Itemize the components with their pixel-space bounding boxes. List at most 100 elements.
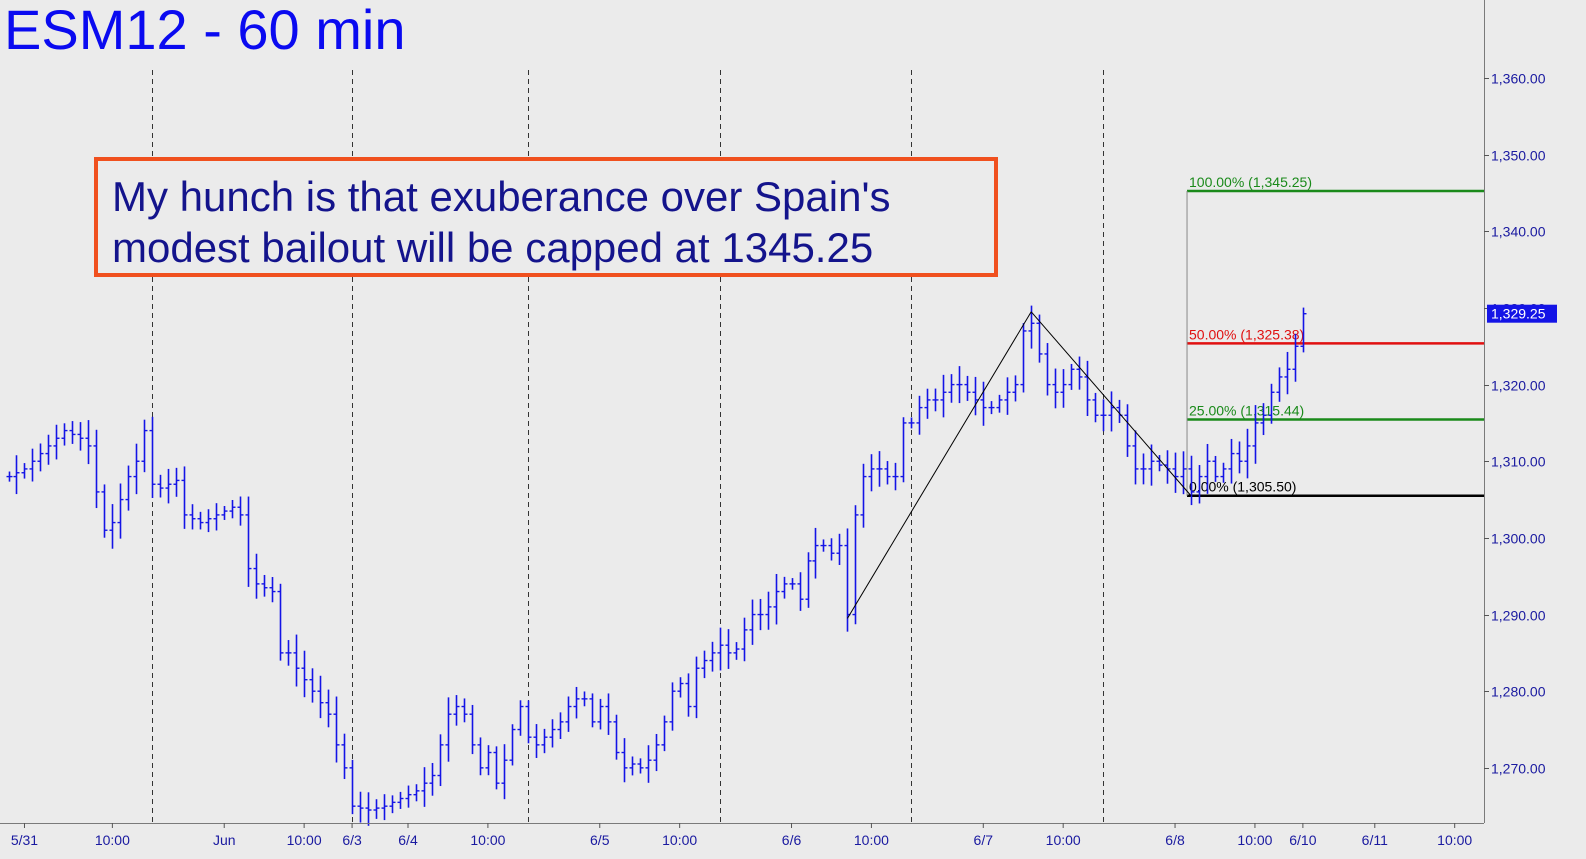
annotation-line-2: modest bailout will be capped at 1345.25 (112, 224, 874, 271)
ohlc-bar (405, 785, 412, 808)
ohlc-bar (844, 528, 851, 632)
ohlc-bar (621, 738, 628, 783)
fib-level-label: 100.00% (1,345.25) (1189, 174, 1312, 190)
ohlc-bar (1268, 383, 1275, 424)
ohlc-bar (900, 417, 907, 483)
ohlc-bar (1196, 465, 1203, 504)
ohlc-bar (980, 381, 987, 426)
ohlc-bar (1068, 363, 1075, 390)
price-bars (6, 305, 1307, 826)
ohlc-bar (37, 443, 44, 472)
ohlc-bar (509, 724, 516, 766)
y-tick-label: 1,270.00 (1491, 761, 1546, 777)
ohlc-bar (1124, 404, 1131, 457)
ohlc-bar (940, 374, 947, 418)
ohlc-bar (741, 617, 748, 662)
ohlc-bar (677, 677, 684, 698)
ohlc-bar (445, 697, 452, 762)
y-tick-label: 1,340.00 (1491, 224, 1546, 240)
ohlc-bar (1036, 314, 1043, 363)
ohlc-bar (421, 767, 428, 807)
ohlc-bar (1020, 323, 1027, 393)
ohlc-bar (453, 695, 460, 726)
ohlc-bar (109, 504, 116, 549)
ohlc-bar (301, 650, 308, 698)
ohlc-bar (557, 712, 564, 740)
ohlc-bar (429, 762, 436, 796)
ohlc-bar (253, 553, 260, 599)
ohlc-bar (309, 668, 316, 703)
ohlc-bar (1092, 392, 1099, 423)
ohlc-bar (781, 576, 788, 599)
ohlc-bar (1148, 444, 1155, 486)
x-tick-label: 6/4 (398, 832, 418, 848)
ohlc-bar (501, 744, 508, 800)
ohlc-bar (852, 505, 859, 625)
ohlc-bar (437, 734, 444, 787)
ohlc-bar (29, 448, 36, 482)
y-tick-label: 1,320.00 (1491, 378, 1546, 394)
ohlc-bar (1060, 369, 1067, 408)
x-tick-label: 10:00 (1437, 832, 1472, 848)
axes: 1,270.00 1,280.00 1,290.00 1,300.00 1,310.00… (0, 0, 1557, 848)
ohlc-bar (956, 366, 963, 404)
ohlc-bar (828, 538, 835, 561)
ohlc-bar (69, 421, 76, 444)
x-tick-label: 6/8 (1165, 832, 1185, 848)
ohlc-bar (549, 719, 556, 748)
ohlc-bar (1292, 333, 1299, 382)
ohlc-bar (1220, 462, 1227, 483)
ohlc-bar (261, 574, 268, 597)
ohlc-bar (1236, 441, 1243, 474)
ohlc-bar (477, 737, 484, 776)
fibonacci-levels: 100.00% (1,345.25) 50.00% (1,325.38) 25.00… (1186, 174, 1484, 497)
ohlc-bar (1172, 452, 1179, 493)
ohlc-bar (725, 629, 732, 669)
ohlc-bar (61, 423, 68, 446)
ohlc-bar (197, 511, 204, 530)
fib-level-label: 0.00% (1,305.50) (1189, 479, 1296, 495)
ohlc-bar (341, 733, 348, 780)
ohlc-bar (892, 462, 899, 491)
ohlc-bar (685, 673, 692, 717)
ohlc-bar (797, 572, 804, 611)
last-price-tag (1487, 304, 1557, 323)
x-tick-label: 10:00 (95, 832, 130, 848)
pattern-line (847, 311, 1032, 619)
ohlc-bar (125, 465, 132, 511)
ohlc-bar (85, 420, 92, 465)
ohlc-bar (221, 506, 228, 520)
ohlc-bar (117, 483, 124, 539)
x-tick-label: 10:00 (470, 832, 505, 848)
x-tick-label: 6/11 (1362, 832, 1388, 848)
ohlc-bar (1012, 375, 1019, 402)
ohlc-bar (357, 791, 364, 823)
ohlc-bar (13, 455, 20, 495)
x-tick-label: 6/10 (1289, 832, 1316, 848)
ohlc-bar (6, 471, 13, 482)
ohlc-bar (1100, 399, 1107, 432)
ohlc-bar (876, 451, 883, 487)
ohlc-bar (1108, 391, 1115, 432)
ohlc-bar (349, 759, 356, 815)
ohlc-bar (988, 401, 995, 415)
ohlc-bar (645, 745, 652, 783)
ohlc-bar (237, 496, 244, 526)
ohlc-bar (149, 416, 156, 498)
ohlc-bar (757, 598, 764, 631)
ohlc-bar (141, 419, 148, 473)
ohlc-bar (701, 650, 708, 679)
annotation-line-1: My hunch is that exuberance over Spain's (112, 173, 891, 220)
x-tick-label: 5/31 (11, 832, 38, 848)
ohlc-bar (461, 698, 468, 723)
ohlc-bar (1260, 403, 1267, 436)
ohlc-bar (1300, 307, 1307, 353)
x-tick-label: 6/3 (342, 832, 362, 848)
ohlc-bar (1276, 367, 1283, 402)
ohlc-bar (77, 422, 84, 451)
ohlc-bar (373, 799, 380, 819)
annotation-box: My hunch is that exuberance over Spain's… (94, 157, 998, 277)
ohlc-bar (533, 724, 540, 758)
ohlc-bar (189, 504, 196, 530)
